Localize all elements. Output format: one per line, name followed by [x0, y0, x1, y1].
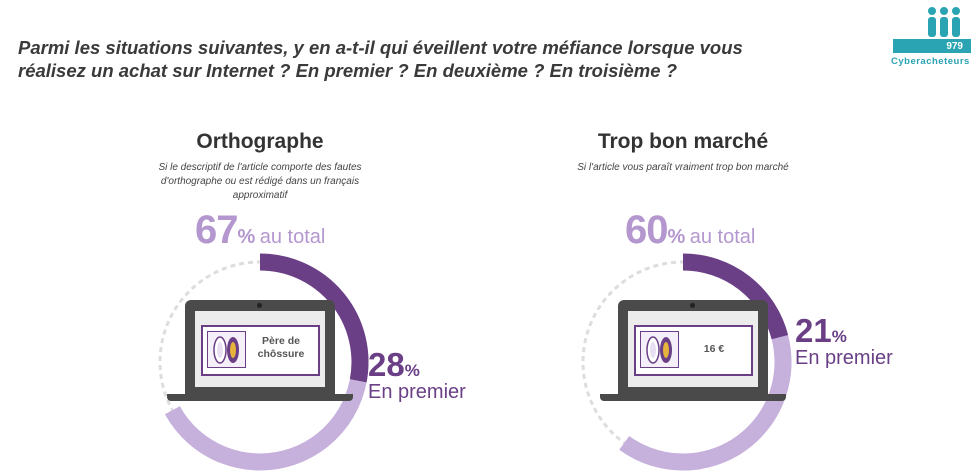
- first-number: 21: [795, 312, 832, 349]
- first-unit: %: [404, 361, 420, 380]
- product-label: Père de chôssure: [257, 335, 305, 360]
- people-icon: [893, 7, 971, 53]
- logo-count: 979: [946, 41, 963, 52]
- shoe-icon: [640, 331, 679, 368]
- chart-subtitle: Si l'article vous paraît vraiment trop b…: [577, 162, 789, 173]
- chart-title: Trop bon marché: [597, 130, 769, 153]
- camera-icon: [257, 303, 262, 308]
- ring-segment-first: [259, 253, 369, 383]
- first-unit: %: [831, 327, 847, 346]
- laptop-base: [600, 394, 786, 401]
- chart-title: Orthographe: [196, 130, 324, 153]
- question-text: Parmi les situations suivantes, y en a-t…: [18, 37, 743, 81]
- ring-segment-first: [682, 253, 789, 340]
- first-number: 28: [368, 346, 405, 383]
- total-label: au total: [259, 226, 326, 248]
- laptop-screen: 16 €: [618, 300, 768, 394]
- laptop-display: 16 €: [628, 311, 758, 387]
- total-value: 60% au total: [625, 208, 755, 253]
- first-value: 28% En premier: [368, 346, 466, 404]
- total-number: 67: [195, 208, 238, 252]
- chart-panel-trop-bon-marche: Trop bon marché Si l'article vous paraît…: [473, 0, 893, 475]
- first-label: En premier: [795, 347, 893, 369]
- first-label: En premier: [368, 381, 466, 403]
- total-label: au total: [689, 226, 756, 248]
- cyberacheteurs-logo: 979 Cyberacheteurs: [891, 6, 971, 68]
- laptop-base: [167, 394, 353, 401]
- laptop-screen: Père de chôssure: [185, 300, 335, 394]
- first-value: 21% En premier: [795, 312, 893, 370]
- camera-icon: [690, 303, 695, 308]
- chart-panel-orthographe: Orthographe Si le descriptif de l'articl…: [50, 0, 470, 475]
- total-unit: %: [667, 226, 686, 248]
- product-label: 16 €: [703, 343, 725, 355]
- total-number: 60: [625, 208, 668, 252]
- laptop-display: Père de chôssure: [195, 311, 325, 387]
- product-card: 16 €: [634, 325, 753, 376]
- product-card: Père de chôssure: [201, 325, 320, 376]
- shoe-icon: [207, 331, 246, 368]
- logo-caption: Cyberacheteurs: [891, 56, 970, 67]
- chart-subtitle: Si le descriptif de l'article comporte d…: [158, 162, 362, 201]
- total-value: 67% au total: [195, 208, 325, 253]
- total-unit: %: [237, 226, 256, 248]
- donut-ring: [158, 253, 369, 471]
- donut-ring: [581, 253, 792, 471]
